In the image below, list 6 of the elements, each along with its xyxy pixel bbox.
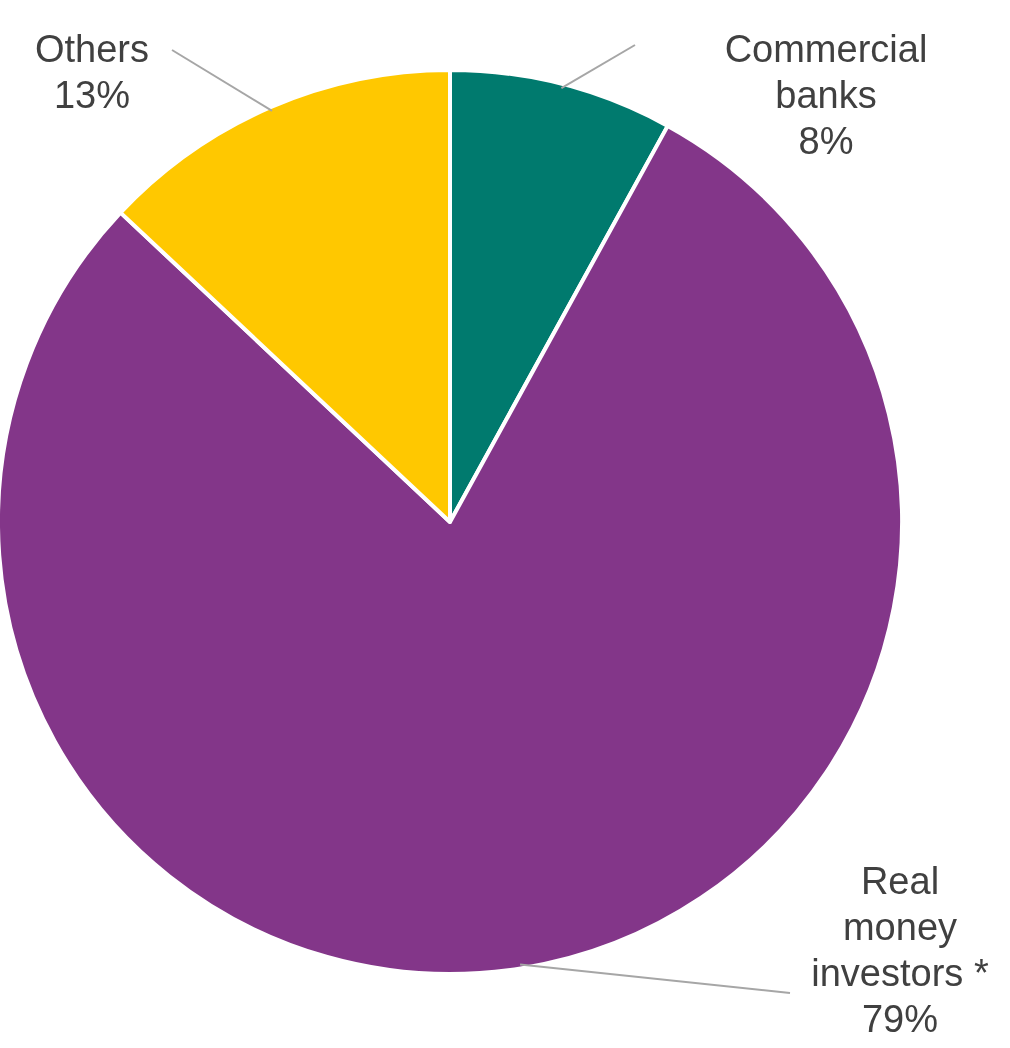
slice-label: Commercial banks xyxy=(724,28,928,116)
data-label: 8% xyxy=(798,120,854,162)
slice-label: Others xyxy=(34,28,150,70)
data-label: 13% xyxy=(53,74,131,116)
data-label: 79% xyxy=(861,998,939,1040)
slice-label: Real money investors * xyxy=(811,860,989,994)
